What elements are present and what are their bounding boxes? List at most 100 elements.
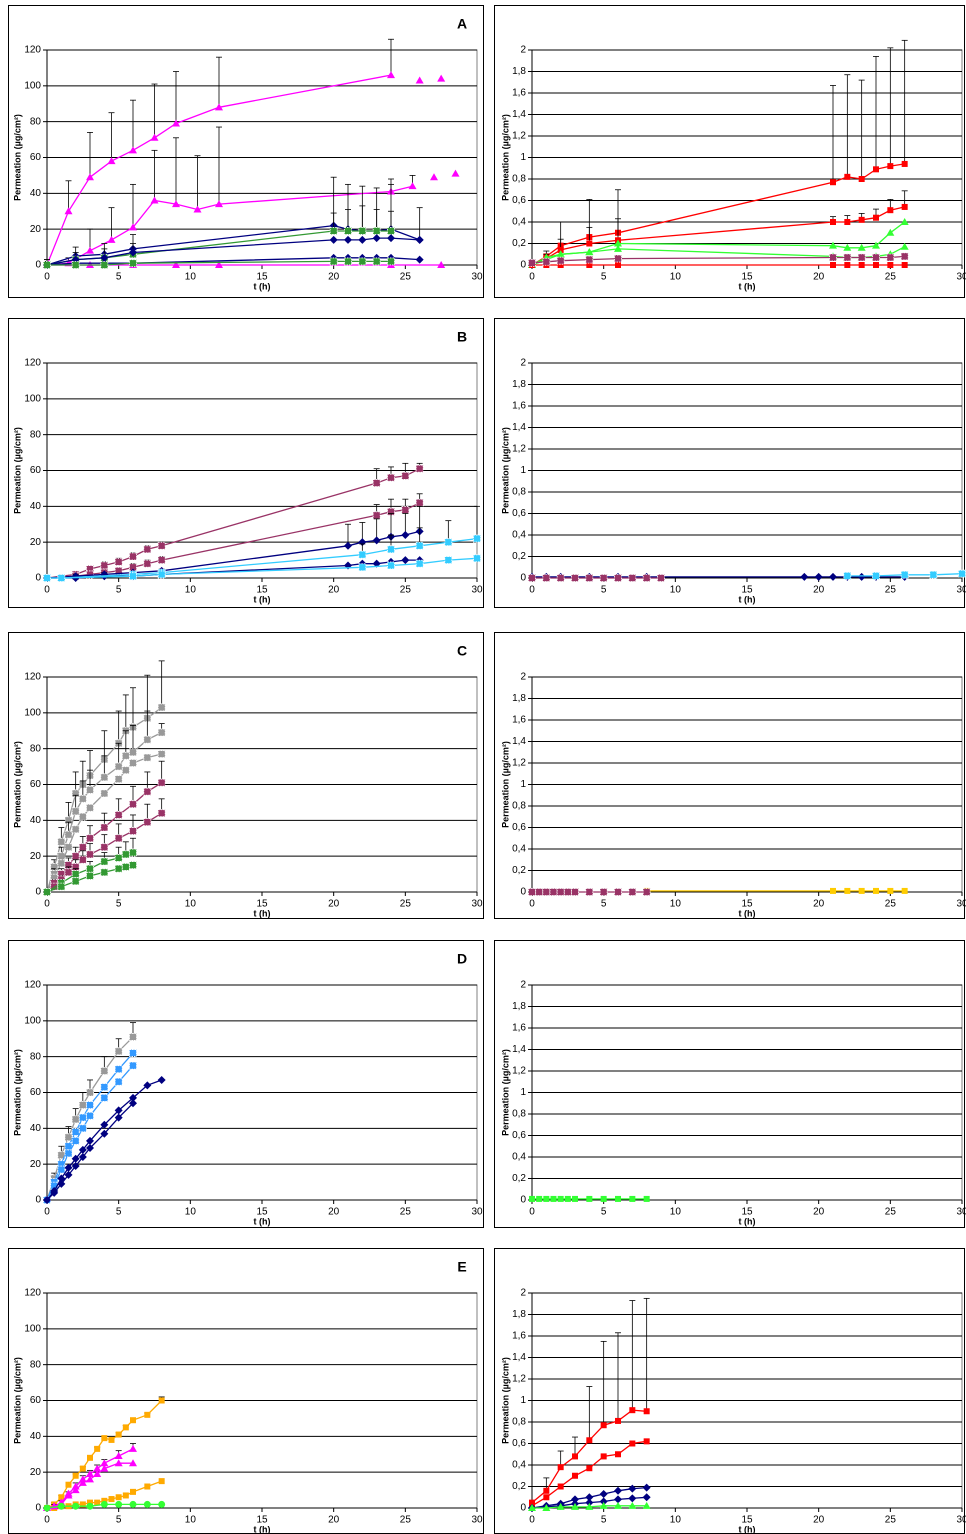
y-axis-label: Permeation (µg/cm²) xyxy=(12,114,22,201)
error-bar xyxy=(130,724,136,753)
y-tick-label: 1,2 xyxy=(512,1066,526,1077)
error-bar xyxy=(158,660,165,708)
y-tick-label: 1,6 xyxy=(512,1331,526,1342)
marker xyxy=(599,888,608,896)
marker xyxy=(437,261,446,268)
y-tick-label: 120 xyxy=(24,1288,41,1299)
y-tick-label: 0,2 xyxy=(512,551,526,562)
marker xyxy=(86,246,94,254)
marker xyxy=(100,1093,109,1102)
error-bar xyxy=(194,155,201,210)
marker xyxy=(129,552,137,561)
marker xyxy=(143,1081,152,1090)
marker xyxy=(86,785,94,794)
x-tick-label: 30 xyxy=(471,899,483,910)
marker xyxy=(857,572,866,581)
marker xyxy=(408,182,417,190)
y-tick-label: 120 xyxy=(24,672,41,683)
marker xyxy=(86,803,94,812)
x-tick-label: 5 xyxy=(116,585,122,596)
marker xyxy=(642,888,651,896)
marker xyxy=(614,1501,622,1509)
marker xyxy=(843,253,852,262)
marker xyxy=(586,1465,593,1472)
x-tick-label: 20 xyxy=(328,272,340,283)
marker xyxy=(114,1047,123,1056)
marker xyxy=(129,259,137,268)
panel: 00,20,40,60,811,21,41,61,820 5 10 15 20 25 30t… xyxy=(494,940,966,1228)
marker xyxy=(157,556,166,564)
marker xyxy=(844,262,851,268)
marker xyxy=(114,1077,123,1086)
marker xyxy=(387,545,395,554)
marker xyxy=(358,235,367,244)
marker xyxy=(571,574,579,582)
marker xyxy=(172,119,180,127)
marker xyxy=(872,253,880,262)
marker xyxy=(71,825,80,834)
marker xyxy=(535,888,544,896)
marker xyxy=(100,1459,109,1467)
y-tick-label: 60 xyxy=(30,1395,42,1406)
marker xyxy=(157,750,166,758)
x-tick-label: 30 xyxy=(956,1207,966,1218)
marker xyxy=(329,227,338,235)
y-tick-label: 1,8 xyxy=(512,379,526,390)
y-tick-label: 0,8 xyxy=(512,1109,526,1120)
marker xyxy=(372,234,381,243)
marker xyxy=(57,837,66,846)
marker xyxy=(873,166,879,173)
error-bar xyxy=(600,1340,607,1426)
error-bar xyxy=(115,710,122,744)
marker xyxy=(115,1494,122,1501)
x-tick-label: 10 xyxy=(185,272,197,283)
marker xyxy=(430,173,438,181)
y-tick-label: 0,6 xyxy=(512,508,526,519)
marker xyxy=(344,541,352,550)
marker xyxy=(129,800,137,809)
marker xyxy=(172,261,180,268)
y-tick-label: 40 xyxy=(30,188,42,199)
marker xyxy=(572,1453,578,1460)
marker xyxy=(114,1106,123,1115)
marker xyxy=(873,262,879,268)
y-axis-label: Permeation (µg/cm²) xyxy=(12,1049,22,1136)
x-tick-label: 5 xyxy=(116,1515,122,1526)
marker xyxy=(550,1195,557,1202)
marker xyxy=(114,566,123,575)
marker xyxy=(57,1502,65,1510)
marker xyxy=(344,235,352,244)
y-tick-label: 120 xyxy=(24,980,41,991)
x-tick-label: 25 xyxy=(885,272,897,283)
marker xyxy=(401,556,410,565)
error-bar xyxy=(122,694,129,731)
marker xyxy=(528,258,536,267)
series-line xyxy=(46,257,420,266)
marker xyxy=(64,1133,73,1142)
y-tick-label: 1 xyxy=(520,1087,526,1098)
y-tick-label: 80 xyxy=(30,116,42,127)
error-bar xyxy=(216,56,222,108)
marker xyxy=(843,571,852,580)
y-tick-label: 1,8 xyxy=(512,1309,526,1320)
marker xyxy=(642,574,651,582)
error-bar xyxy=(130,99,136,151)
marker xyxy=(94,1445,101,1452)
x-tick-label: 0 xyxy=(529,585,535,596)
y-tick-label: 20 xyxy=(30,537,42,548)
marker xyxy=(114,1113,123,1122)
marker xyxy=(43,888,51,896)
marker xyxy=(100,773,109,782)
marker xyxy=(129,146,137,154)
y-tick-label: 1,4 xyxy=(512,1044,526,1055)
marker xyxy=(100,1067,109,1075)
marker xyxy=(830,179,836,186)
marker xyxy=(387,257,395,266)
marker xyxy=(387,473,395,482)
error-bar xyxy=(173,137,179,205)
marker xyxy=(64,868,73,877)
y-tick-label: 1,8 xyxy=(512,1001,526,1012)
marker xyxy=(143,1500,151,1508)
y-tick-label: 1,8 xyxy=(512,66,526,77)
marker xyxy=(157,703,166,712)
